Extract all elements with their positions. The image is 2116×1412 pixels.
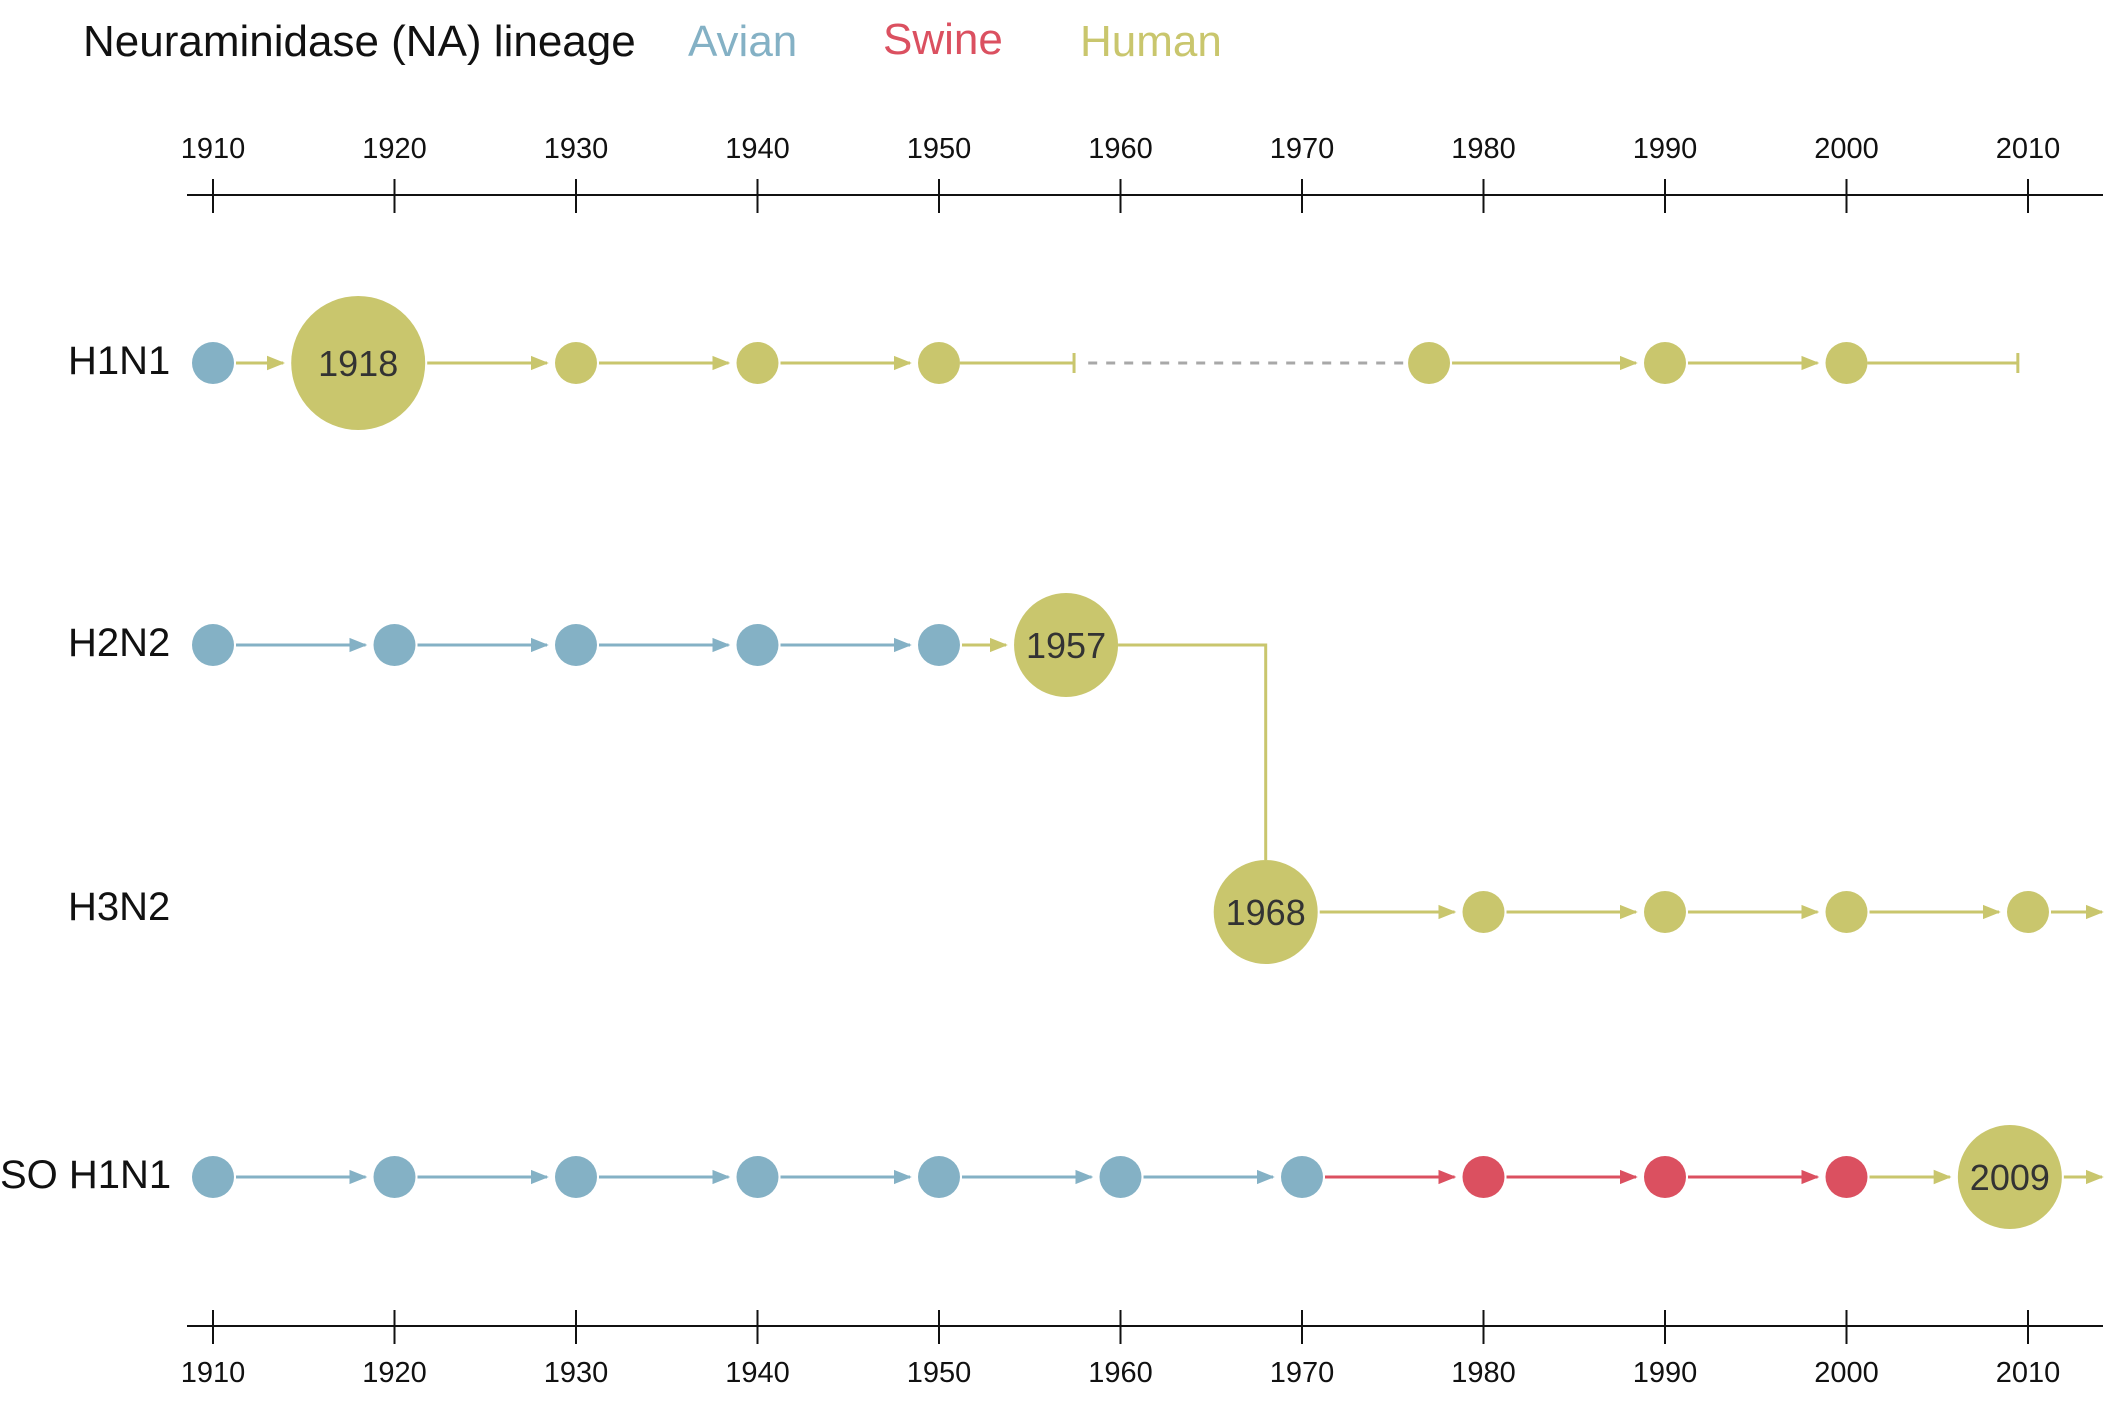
row-labels: H1N1 H2N2 H3N2 SO H1N1 bbox=[0, 339, 171, 1197]
axis-top-tick-label: 2010 bbox=[1996, 133, 2061, 165]
axis-bottom-tick-label: 2000 bbox=[1814, 1357, 1879, 1389]
lineage-transfer-h2n2 bbox=[1118, 643, 1268, 860]
row-label-so-h1n1: SO H1N1 bbox=[0, 1153, 171, 1197]
pandemic-node-h3n2 bbox=[1213, 860, 1318, 964]
pandemic-node-h1n1 bbox=[291, 296, 426, 430]
lineage-node-h1n1 bbox=[918, 342, 960, 384]
axis-bottom-tick-label: 1950 bbox=[907, 1357, 972, 1389]
lineage-node-so-h1n1 bbox=[918, 1156, 960, 1198]
axis-bottom-tick-label: 1930 bbox=[544, 1357, 609, 1389]
axis-bottom-tick-label: 1910 bbox=[181, 1357, 246, 1389]
lineage-nodes: 1918 1957 1968 2009 bbox=[192, 296, 2062, 1229]
axis-bottom-tick-label: 1970 bbox=[1270, 1357, 1335, 1389]
axis-top-tick-label: 1990 bbox=[1633, 133, 1698, 165]
axis-top: 1910 1920 1930 1940 1950 1960 1970 1980 1990 2000… bbox=[181, 133, 2103, 213]
axis-bottom-tick-label: 1940 bbox=[725, 1357, 790, 1389]
lineage-node-h2n2 bbox=[192, 624, 234, 666]
lineage-node-h1n1 bbox=[1825, 342, 1868, 384]
lineage-node-so-h1n1 bbox=[373, 1156, 416, 1198]
axis-bottom: 1910 1920 1930 1940 1950 1960 1970 1980 1990 2000… bbox=[181, 1310, 2103, 1389]
axis-bottom-tick-label: 2010 bbox=[1996, 1357, 2061, 1389]
lineage-node-so-h1n1 bbox=[1462, 1156, 1505, 1198]
lineage-node-h2n2 bbox=[736, 624, 779, 666]
axis-top-tick-label: 1950 bbox=[907, 133, 972, 165]
pandemic-node-so-h1n1 bbox=[1957, 1125, 2062, 1229]
lineage-node-so-h1n1 bbox=[192, 1156, 234, 1198]
diagram-title: Neuraminidase (NA) lineage bbox=[83, 17, 636, 66]
lineage-node-h3n2 bbox=[1825, 891, 1868, 933]
axis-top-tick-label: 1980 bbox=[1451, 133, 1516, 165]
axis-bottom-tick-label: 1990 bbox=[1633, 1357, 1698, 1389]
axis-top-tick-label: 1920 bbox=[362, 133, 427, 165]
lineage-node-h1n1 bbox=[1408, 342, 1451, 384]
lineage-node-h3n2 bbox=[1644, 891, 1686, 933]
lineage-node-h1n1 bbox=[555, 342, 597, 384]
lineage-edges bbox=[236, 353, 2104, 1185]
lineage-node-h3n2 bbox=[1462, 891, 1505, 933]
axis-top-tick-label: 1930 bbox=[544, 133, 609, 165]
lineage-node-h2n2 bbox=[918, 624, 960, 666]
legend-swine: Swine bbox=[883, 15, 1003, 64]
legend-avian: Avian bbox=[688, 17, 797, 66]
pandemic-year-label: 1968 bbox=[1226, 892, 1306, 933]
lineage-node-h3n2 bbox=[2007, 891, 2049, 933]
lineage-node-so-h1n1 bbox=[555, 1156, 597, 1198]
axis-bottom-tick-label: 1920 bbox=[362, 1357, 427, 1389]
lineage-node-h2n2 bbox=[555, 624, 597, 666]
lineage-node-so-h1n1 bbox=[1644, 1156, 1686, 1198]
axis-top-tick-label: 1970 bbox=[1270, 133, 1335, 165]
lineage-node-h1n1 bbox=[736, 342, 779, 384]
lineage-node-so-h1n1 bbox=[1825, 1156, 1868, 1198]
row-label-h1n1: H1N1 bbox=[68, 339, 170, 383]
lineage-node-so-h1n1 bbox=[1281, 1156, 1323, 1198]
legend-human: Human bbox=[1080, 17, 1222, 66]
pandemic-year-label: 2009 bbox=[1970, 1157, 2050, 1198]
axis-top-tick-label: 1940 bbox=[725, 133, 790, 165]
row-label-h2n2: H2N2 bbox=[68, 621, 170, 665]
axis-top-tick-label: 1960 bbox=[1088, 133, 1153, 165]
lineage-node-so-h1n1 bbox=[1099, 1156, 1142, 1198]
legend: Avian Swine Human bbox=[688, 15, 1222, 66]
row-label-h3n2: H3N2 bbox=[68, 885, 170, 929]
lineage-node-h1n1 bbox=[192, 342, 234, 384]
lineage-node-so-h1n1 bbox=[736, 1156, 779, 1198]
pandemic-year-label: 1957 bbox=[1026, 625, 1106, 666]
pandemic-year-label: 1918 bbox=[318, 343, 398, 384]
pandemic-node-h2n2 bbox=[1014, 593, 1119, 697]
axis-bottom-tick-label: 1960 bbox=[1088, 1357, 1153, 1389]
axis-top-tick-label: 2000 bbox=[1814, 133, 1879, 165]
lineage-node-h2n2 bbox=[373, 624, 416, 666]
axis-bottom-tick-label: 1980 bbox=[1451, 1357, 1516, 1389]
lineage-node-h1n1 bbox=[1644, 342, 1686, 384]
axis-top-tick-label: 1910 bbox=[181, 133, 246, 165]
